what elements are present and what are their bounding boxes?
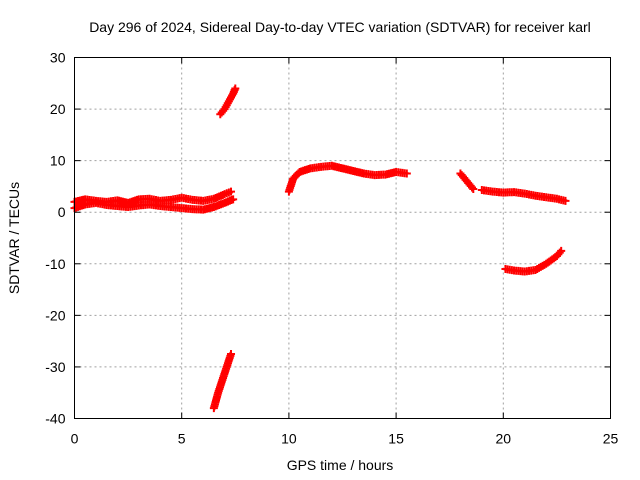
series-arc-evening	[477, 186, 570, 205]
data-point	[469, 185, 478, 194]
series-arc-early-low	[209, 350, 236, 413]
data-point	[227, 350, 236, 359]
y-tick-label: -20	[45, 307, 65, 323]
y-tick-label: 10	[50, 153, 66, 169]
data-point	[229, 195, 238, 204]
data-point	[557, 246, 566, 255]
y-tick-label: 30	[50, 50, 66, 66]
axis-ticks: 0 5 10 15 20 25 -40 -30 -20 -10 0 10 20 30	[45, 50, 618, 447]
x-tick-label: 15	[388, 431, 404, 447]
y-tick-label: -10	[45, 256, 65, 272]
plot-frame	[74, 57, 611, 419]
y-axis-label: SDTVAR / TECUs	[6, 182, 22, 294]
data-point	[467, 183, 476, 192]
data-points	[70, 84, 570, 413]
y-tick-label: -40	[45, 411, 65, 427]
data-point	[561, 196, 570, 205]
y-tick-label: 0	[58, 204, 66, 220]
series-arc-main-lower	[70, 195, 238, 214]
data-point	[402, 169, 411, 178]
x-axis-label: GPS time / hours	[287, 457, 394, 473]
y-tick-label: -30	[45, 359, 65, 375]
x-tick-label: 20	[496, 431, 512, 447]
series-arc-early-high	[216, 84, 240, 119]
x-tick-label: 10	[281, 431, 297, 447]
series-arc-midday	[284, 161, 411, 196]
grid-lines	[74, 57, 611, 419]
data-point	[231, 84, 240, 93]
data-point	[227, 187, 236, 196]
x-tick-label: 0	[71, 431, 79, 447]
x-tick-label: 5	[178, 431, 186, 447]
x-tick-label: 25	[603, 431, 619, 447]
series-arc-evening-short	[456, 169, 478, 194]
y-tick-label: 20	[50, 101, 66, 117]
chart-title: Day 296 of 2024, Sidereal Day-to-day VTE…	[89, 19, 591, 35]
series-arc-evening-negative	[501, 246, 566, 276]
